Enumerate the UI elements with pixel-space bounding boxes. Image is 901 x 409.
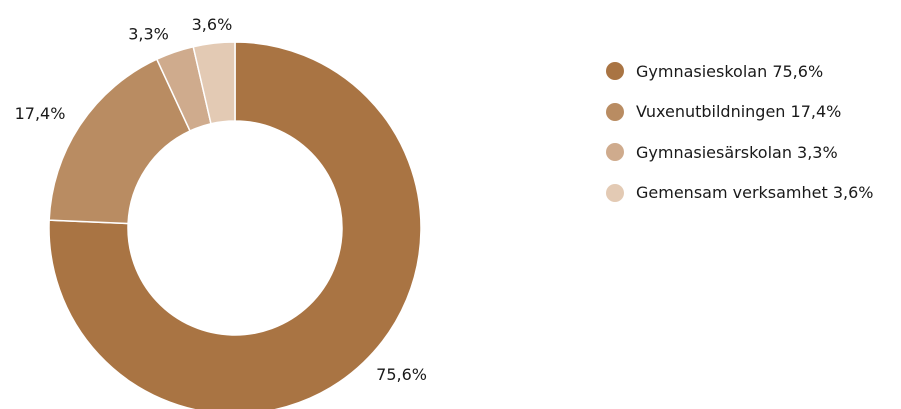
legend-swatch: [606, 183, 624, 202]
slice-label-vuxenutbildningen: 17,4%: [15, 104, 66, 123]
legend-swatch: [606, 62, 624, 80]
legend-item-gemensam-verksamhet: Gemensam verksamhet 3,6%: [606, 183, 874, 203]
slice-label-gymnasieskolan: 75,6%: [376, 365, 427, 384]
legend-item-vuxenutbildningen: Vuxenutbildningen 17,4%: [606, 102, 874, 122]
slice-label-gymnasiesarskolan: 3,3%: [128, 25, 169, 44]
legend-label: Gymnasieskolan 75,6%: [636, 61, 824, 81]
donut-chart: 75,6% 17,4% 3,3% 3,6%: [15, 15, 427, 409]
legend: Gymnasieskolan 75,6% Vuxenutbildningen 1…: [606, 61, 874, 223]
slice-label-gemensam-verksamhet: 3,6%: [192, 15, 233, 34]
legend-swatch: [606, 102, 624, 121]
legend-label: Vuxenutbildningen 17,4%: [636, 102, 842, 121]
legend-item-gymnasieskolan: Gymnasieskolan 75,6%: [606, 61, 874, 81]
slice-gymnasieskolan: [48, 41, 422, 409]
slice-gemensam-verksamhet: [192, 41, 236, 125]
legend-label: Gymnasiesärskolan 3,3%: [636, 142, 838, 162]
legend-swatch: [606, 143, 624, 161]
legend-item-gymnasiesarskolan: Gymnasiesärskolan 3,3%: [606, 142, 874, 162]
legend-label: Gemensam verksamhet 3,6%: [636, 183, 874, 202]
